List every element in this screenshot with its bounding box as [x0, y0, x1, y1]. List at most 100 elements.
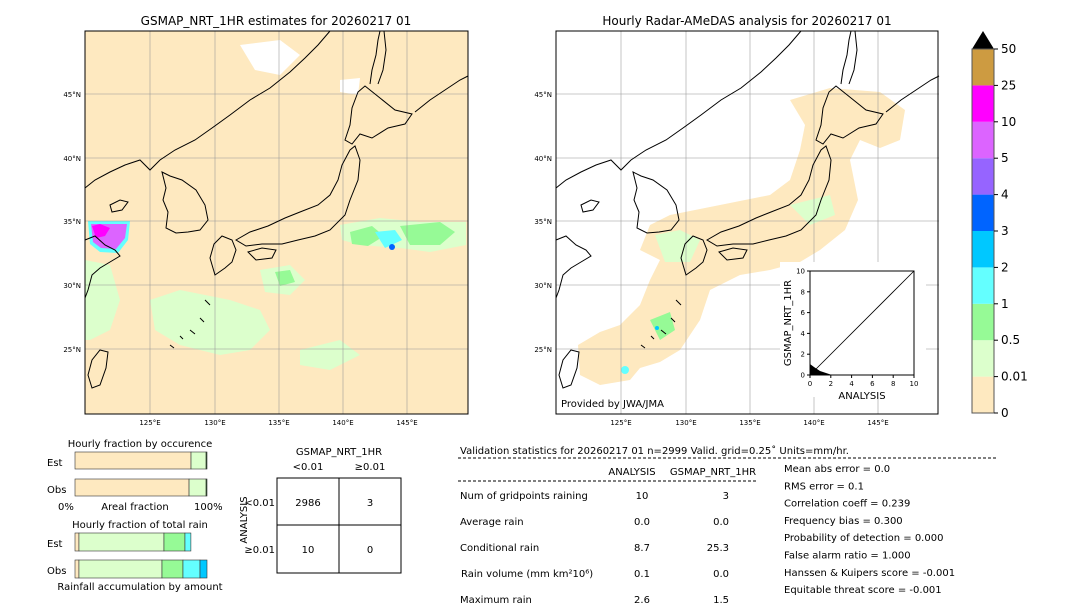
svg-text:140°E: 140°E	[803, 419, 824, 427]
x-tick-label: 0	[808, 380, 812, 388]
y-tick-label: 10	[796, 268, 805, 276]
bar-segment-obs	[182, 559, 201, 579]
svg-text:130°E: 130°E	[675, 419, 696, 427]
colorbar: 0 0.01 0.5 1 2 3 4 5 10 25 50	[971, 31, 1028, 420]
score: Frequency bias = 0.300	[784, 516, 903, 527]
occurrence-title: Hourly fraction by occurence	[68, 439, 212, 450]
est-label: Est	[47, 458, 63, 469]
validation-stats: Validation statistics for 20260217 01 n=…	[458, 445, 996, 606]
stat-label: Conditional rain	[460, 543, 539, 554]
obs-label: Obs	[47, 485, 66, 496]
bar-segment-est	[74, 451, 192, 470]
y-tick-label: 8	[801, 288, 805, 296]
map-frame	[84, 30, 469, 415]
cell: 0	[367, 545, 373, 556]
stat-analysis: 2.6	[634, 595, 650, 606]
stat-label: Rain volume (mm km²10⁶)	[461, 569, 593, 580]
svg-text:Obs: Obs	[47, 566, 66, 577]
bar-segment-obs	[188, 478, 207, 497]
x-tick-label: 8	[891, 380, 895, 388]
occurrence-fraction-chart: Hourly fraction by occurence Est Obs 0% …	[47, 439, 223, 513]
bar-segment-est	[74, 532, 80, 552]
bar-segment-obs	[161, 559, 184, 579]
stats-header: Validation statistics for 20260217 01 n=…	[460, 445, 849, 457]
svg-text:140°E: 140°E	[332, 419, 353, 427]
colorbar-label: 0	[1001, 406, 1009, 420]
lon-tick-labels: 125°E 130°E 135°E 140°E 145°E	[139, 419, 417, 427]
lat-tick-labels: 45°N 40°N 35°N 30°N 25°N	[63, 91, 81, 354]
colorbar-segment	[972, 194, 994, 231]
svg-text:35°N: 35°N	[63, 218, 81, 226]
svg-text:Areal fraction: Areal fraction	[101, 502, 168, 513]
svg-text:40°N: 40°N	[534, 155, 552, 163]
svg-text:25°N: 25°N	[534, 346, 552, 354]
colorbar-label: 0.01	[1001, 370, 1028, 384]
svg-text:35°N: 35°N	[534, 218, 552, 226]
y-tick-label: 0	[801, 372, 805, 380]
x-tick-label: 4	[849, 380, 854, 388]
colorbar-label: 10	[1001, 115, 1016, 129]
bar-segment-obs	[78, 559, 163, 579]
svg-text:<0.01: <0.01	[293, 462, 324, 473]
score: RMS error = 0.1	[784, 481, 864, 492]
scatter-points-cluster	[810, 364, 832, 375]
stat-gsmap: 3	[723, 491, 729, 502]
svg-text:0%: 0%	[58, 502, 74, 513]
svg-text:45°N: 45°N	[63, 91, 81, 99]
svg-text:145°E: 145°E	[867, 419, 888, 427]
colorbar-label: 1	[1001, 297, 1009, 311]
svg-text:Rainfall accumulation by amoun: Rainfall accumulation by amount	[57, 582, 222, 593]
colorbar-label: 3	[1001, 224, 1009, 238]
score: Mean abs error = 0.0	[784, 464, 890, 475]
data-credit: Provided by JWA/JMA	[561, 399, 664, 410]
svg-text:Est: Est	[47, 539, 63, 550]
stat-label: Num of gridpoints raining	[460, 491, 588, 502]
y-tick-label: 2	[801, 351, 805, 359]
svg-text:ANALYSIS: ANALYSIS	[239, 496, 250, 543]
x-tick-label: 10	[910, 380, 919, 388]
stat-gsmap: 1.5	[713, 595, 729, 606]
bar-segment-est	[205, 451, 208, 470]
stat-analysis: 8.7	[634, 543, 650, 554]
contingency-table: GSMAP_NRT_1HR <0.01 ≥0.01 ANALYSIS <0.01…	[239, 447, 402, 574]
svg-text:125°E: 125°E	[610, 419, 631, 427]
cell-hit: 2986	[295, 498, 320, 509]
lon-tick-labels: 125°E 130°E 135°E 140°E 145°E	[610, 419, 888, 427]
scatter-xlabel: ANALYSIS	[838, 391, 885, 402]
analysis-field	[578, 88, 905, 385]
y-tick-label: 6	[801, 309, 806, 317]
right-map: Hourly Radar-AMeDAS analysis for 2026021…	[534, 14, 940, 427]
score: Equitable threat score = -0.001	[784, 585, 942, 596]
stat-analysis: 0.0	[634, 517, 650, 528]
colorbar-segment	[972, 267, 994, 304]
colorbar-label: 4	[1001, 188, 1009, 202]
stat-analysis: 10	[636, 491, 649, 502]
svg-text:30°N: 30°N	[63, 282, 81, 290]
svg-text:45°N: 45°N	[534, 91, 552, 99]
colorbar-label: 2	[1001, 260, 1009, 274]
bar-segment-est	[190, 451, 207, 470]
stat-gsmap: 0.0	[713, 569, 729, 580]
colorbar-segment	[972, 376, 994, 413]
stat-label: Average rain	[460, 517, 524, 528]
map-frame	[555, 30, 939, 415]
svg-text:135°E: 135°E	[268, 419, 289, 427]
bar-segment-est	[78, 532, 165, 552]
colorbar-segment	[972, 158, 994, 195]
stat-gsmap: 0.0	[713, 517, 729, 528]
stat-gsmap: 25.3	[707, 543, 729, 554]
svg-text:130°E: 130°E	[204, 419, 225, 427]
lat-tick-labels: 45°N 40°N 35°N 30°N 25°N	[534, 91, 552, 354]
scatter-ylabel: GSMAP_NRT_1HR	[783, 280, 794, 366]
scatter-inset: 00 2 2 4 4 6 6 8 8 10 10 ANALYSIS GSMAP_NRT_1HR	[780, 262, 926, 402]
colorbar-label: 50	[1001, 42, 1016, 56]
bar-segment-est	[184, 532, 192, 552]
rain-field	[85, 40, 466, 370]
bar-segment-obs	[74, 559, 80, 579]
svg-text:≥0.01: ≥0.01	[355, 462, 386, 473]
x-tick-label: 2	[829, 380, 833, 388]
colorbar-segment	[972, 85, 994, 122]
rain-title: Hourly fraction of total rain	[72, 520, 208, 531]
svg-text:145°E: 145°E	[396, 419, 417, 427]
